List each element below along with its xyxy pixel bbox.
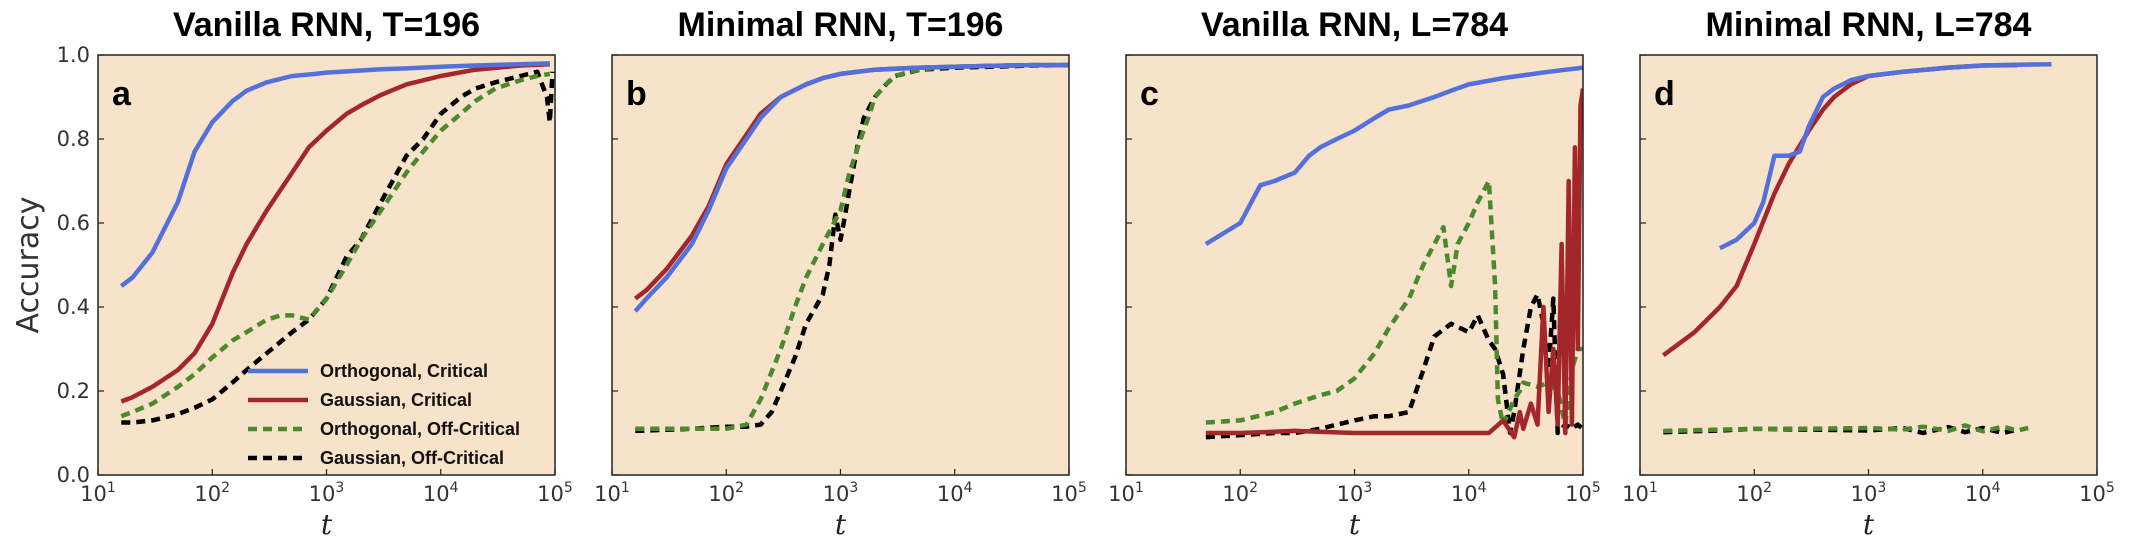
x-axis-label: t	[321, 508, 333, 541]
panel-letter: a	[112, 75, 132, 113]
x-tick-label: 104	[1965, 480, 2001, 506]
y-tick-label: 0.6	[57, 211, 90, 235]
x-axis-label: t	[1863, 508, 1875, 541]
series-line-orthogonal-critical	[1718, 61, 2052, 251]
panel-b: 101 102 103 104 105 Minimal RNN, T=196 b t	[594, 6, 1087, 541]
x-axis-label: t	[1349, 508, 1361, 541]
x-tick-label: 102	[194, 480, 230, 506]
x-tick-label: 102	[1222, 480, 1258, 506]
x-tick-label: 103	[823, 480, 859, 506]
y-tick-label: 1.0	[57, 43, 90, 67]
plot-area	[98, 55, 555, 475]
y-tick-label: 0.0	[57, 463, 90, 487]
x-tick-label: 101	[1622, 480, 1658, 506]
legend-label: Orthogonal, Off-Critical	[320, 419, 520, 439]
panel-title: Vanilla RNN, T=196	[173, 6, 480, 44]
panel-title: Vanilla RNN, L=784	[1201, 6, 1508, 44]
x-tick-label: 101	[80, 480, 116, 506]
panel-title: Minimal RNN, L=784	[1706, 6, 2032, 44]
panel-title: Minimal RNN, T=196	[678, 6, 1004, 44]
x-tick-label: 101	[1108, 480, 1144, 506]
x-tick-label: 101	[594, 480, 630, 506]
legend-label: Gaussian, Off-Critical	[320, 448, 504, 468]
panel-letter: c	[1140, 75, 1159, 113]
series-line-gaussian-critical	[120, 61, 550, 404]
x-axis-label: t	[835, 508, 847, 541]
y-tick-label: 0.2	[57, 379, 90, 403]
x-tick-label: 103	[1337, 480, 1373, 506]
series-line-orthogonal-off-critical	[1663, 423, 2029, 434]
panel-a: 101 102 103 104 105 0.0 0.2 0.4 0.6 0.8 1.0 Vanilla…	[57, 6, 573, 541]
series-line-orthogonal-critical	[633, 62, 1069, 313]
series-line-gaussian-off-critical	[1205, 292, 1583, 440]
y-axis-label: Accuracy	[11, 197, 46, 334]
panel-d: 101 102 103 104 105 Minimal RNN, L=784 d t	[1622, 6, 2115, 541]
panel-letter: d	[1654, 75, 1675, 113]
series-line-orthogonal-off-critical	[120, 71, 551, 419]
x-tick-label: 105	[537, 480, 573, 506]
series-line-orthogonal-critical	[119, 61, 550, 288]
x-tick-label: 105	[1051, 480, 1087, 506]
x-tick-label: 104	[1451, 480, 1487, 506]
panel-letter: b	[626, 75, 647, 113]
x-tick-label: 105	[2079, 480, 2115, 506]
legend-label: Gaussian, Critical	[320, 390, 472, 410]
x-tick-label: 103	[1851, 480, 1887, 506]
plot-area	[1640, 55, 2097, 475]
series-line-orthogonal-critical	[1204, 65, 1583, 246]
x-tick-label: 102	[708, 480, 744, 506]
x-tick-label: 104	[423, 480, 459, 506]
x-tick-label: 105	[1565, 480, 1601, 506]
plot-area	[1126, 55, 1583, 475]
series-group	[633, 62, 1069, 434]
series-line-orthogonal-off-critical	[1205, 178, 1583, 427]
x-tick-label: 103	[309, 480, 345, 506]
legend-label: Orthogonal, Critical	[320, 361, 488, 381]
y-tick-label: 0.8	[57, 127, 90, 151]
legend: Orthogonal, Critical Gaussian, Critical Or…	[248, 361, 520, 468]
y-tick-label: 0.4	[57, 295, 90, 319]
x-tick-label: 102	[1736, 480, 1772, 506]
series-group	[119, 61, 555, 425]
panel-c: 101 102 103 104 105 Vanilla RNN, L=784 c t	[1108, 6, 1601, 541]
series-line-gaussian-critical	[1205, 88, 1583, 440]
series-line-gaussian-off-critical	[635, 62, 1069, 434]
x-tick-label: 104	[937, 480, 973, 506]
plot-area	[612, 55, 1069, 475]
series-group	[1661, 61, 2052, 436]
series-group	[1204, 65, 1583, 440]
